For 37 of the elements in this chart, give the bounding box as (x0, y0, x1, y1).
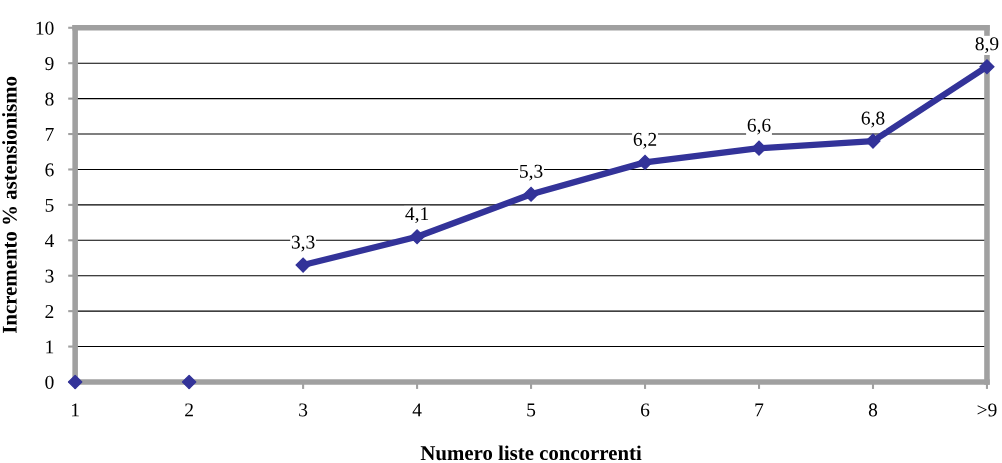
y-tick-label: 9 (45, 57, 54, 71)
point (295, 257, 311, 273)
y-tick-label: 4 (44, 234, 55, 248)
data-label: 8,9 (975, 37, 999, 54)
x-tick-label: 5 (527, 403, 536, 417)
x-tick-label: 2 (185, 403, 193, 417)
y-tick-label: 0 (45, 375, 54, 389)
y-axis-title: Incremento % astensionismo (2, 76, 17, 334)
x-tick-label: 1 (72, 403, 79, 417)
x-tick-label: >9 (977, 403, 997, 417)
data-label: 6,6 (747, 118, 771, 135)
x-tick-label: 8 (868, 403, 878, 417)
data-label: 4,1 (405, 207, 429, 224)
x-tick-label: 4 (412, 403, 422, 417)
point (865, 133, 881, 149)
point (67, 374, 83, 390)
y-tick-label: 10 (36, 21, 54, 35)
point (979, 59, 995, 75)
y-tick-label: 6 (45, 163, 54, 177)
y-tick-label: 5 (45, 198, 54, 212)
point (523, 186, 539, 202)
x-tick-label: 7 (755, 403, 764, 417)
x-tick-label: 3 (299, 403, 308, 417)
y-tick-label: 2 (45, 305, 54, 318)
y-tick-label: 3 (45, 269, 54, 283)
x-tick-label: 6 (641, 403, 650, 417)
data-label: 6,2 (633, 132, 657, 149)
y-tick-label: 8 (45, 92, 54, 106)
y-tick-label: 1 (46, 340, 54, 354)
point (409, 229, 425, 245)
data-label: 3,3 (291, 235, 315, 252)
data-label: 5,3 (520, 164, 543, 181)
x-axis-title: Numero liste concorrenti (420, 445, 642, 461)
y-tick-label: 7 (45, 128, 54, 141)
data-label: 6,8 (861, 111, 885, 128)
point (637, 154, 653, 170)
point (181, 374, 197, 390)
